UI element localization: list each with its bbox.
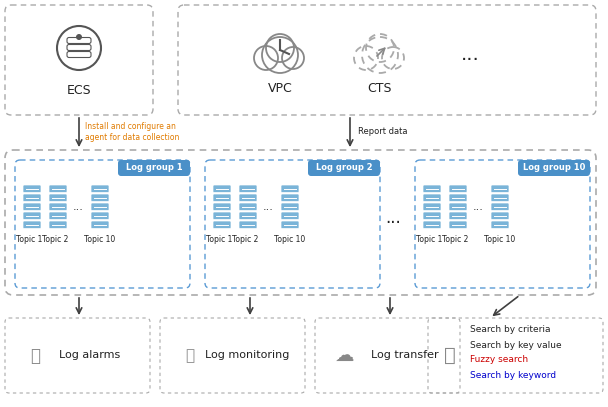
Text: Topic 2: Topic 2 (232, 236, 258, 245)
FancyBboxPatch shape (423, 185, 441, 193)
FancyBboxPatch shape (91, 203, 109, 210)
Text: ...: ... (461, 46, 479, 64)
Text: 🔍: 🔍 (444, 346, 456, 365)
FancyBboxPatch shape (281, 194, 299, 201)
Text: Install and configure an
agent for data collection: Install and configure an agent for data … (85, 122, 179, 142)
FancyBboxPatch shape (491, 185, 509, 193)
FancyBboxPatch shape (91, 194, 109, 201)
Circle shape (258, 34, 302, 78)
Text: Topic 10: Topic 10 (85, 236, 116, 245)
FancyBboxPatch shape (281, 203, 299, 210)
FancyBboxPatch shape (423, 212, 441, 219)
Text: Log group 1: Log group 1 (126, 164, 182, 173)
FancyBboxPatch shape (49, 212, 67, 219)
FancyBboxPatch shape (239, 185, 257, 193)
Circle shape (76, 34, 82, 40)
Text: Topic 1: Topic 1 (416, 236, 442, 245)
FancyBboxPatch shape (491, 203, 509, 210)
FancyBboxPatch shape (518, 160, 590, 176)
Text: ...: ... (472, 202, 483, 212)
FancyBboxPatch shape (449, 194, 467, 201)
FancyBboxPatch shape (281, 185, 299, 193)
FancyBboxPatch shape (213, 221, 231, 228)
FancyBboxPatch shape (49, 185, 67, 193)
FancyBboxPatch shape (239, 221, 257, 228)
FancyBboxPatch shape (213, 194, 231, 201)
FancyBboxPatch shape (49, 194, 67, 201)
Text: ☁: ☁ (335, 346, 354, 365)
Text: Topic 1: Topic 1 (206, 236, 232, 245)
FancyBboxPatch shape (449, 212, 467, 219)
FancyBboxPatch shape (23, 194, 41, 201)
FancyBboxPatch shape (91, 221, 109, 228)
FancyBboxPatch shape (213, 185, 231, 193)
Text: ...: ... (72, 202, 83, 212)
FancyBboxPatch shape (423, 194, 441, 201)
Text: Log group 10: Log group 10 (523, 164, 585, 173)
Text: Fuzzy search: Fuzzy search (470, 355, 528, 365)
Text: ...: ... (385, 209, 401, 227)
FancyBboxPatch shape (91, 212, 109, 219)
Text: 🔊: 🔊 (30, 346, 40, 365)
Text: Log monitoring: Log monitoring (205, 350, 289, 361)
FancyBboxPatch shape (239, 203, 257, 210)
FancyBboxPatch shape (23, 221, 41, 228)
FancyBboxPatch shape (491, 194, 509, 201)
Text: Search by key value: Search by key value (470, 341, 562, 350)
FancyBboxPatch shape (423, 221, 441, 228)
FancyBboxPatch shape (239, 212, 257, 219)
FancyBboxPatch shape (281, 221, 299, 228)
FancyBboxPatch shape (239, 194, 257, 201)
FancyBboxPatch shape (118, 160, 190, 176)
FancyBboxPatch shape (449, 203, 467, 210)
Text: CTS: CTS (368, 81, 392, 94)
Text: Log group 2: Log group 2 (316, 164, 372, 173)
Text: ECS: ECS (67, 83, 91, 96)
FancyBboxPatch shape (213, 203, 231, 210)
FancyBboxPatch shape (23, 212, 41, 219)
Text: Topic 10: Topic 10 (485, 236, 516, 245)
FancyBboxPatch shape (49, 203, 67, 210)
FancyBboxPatch shape (91, 185, 109, 193)
FancyBboxPatch shape (423, 203, 441, 210)
Text: Report data: Report data (358, 127, 407, 136)
Text: VPC: VPC (268, 81, 292, 94)
FancyBboxPatch shape (449, 185, 467, 193)
FancyBboxPatch shape (213, 212, 231, 219)
Text: Topic 2: Topic 2 (442, 236, 468, 245)
Text: Topic 10: Topic 10 (274, 236, 306, 245)
Text: 📈: 📈 (185, 348, 195, 363)
FancyBboxPatch shape (281, 212, 299, 219)
FancyBboxPatch shape (23, 203, 41, 210)
FancyBboxPatch shape (49, 221, 67, 228)
FancyBboxPatch shape (23, 185, 41, 193)
Text: Topic 1: Topic 1 (16, 236, 42, 245)
FancyBboxPatch shape (491, 212, 509, 219)
Text: Search by keyword: Search by keyword (470, 370, 556, 379)
FancyBboxPatch shape (491, 221, 509, 228)
Text: Topic 2: Topic 2 (42, 236, 68, 245)
Text: Log alarms: Log alarms (60, 350, 120, 361)
FancyBboxPatch shape (308, 160, 380, 176)
Circle shape (358, 34, 402, 78)
Text: Log transfer: Log transfer (371, 350, 439, 361)
FancyBboxPatch shape (449, 221, 467, 228)
Text: ...: ... (263, 202, 274, 212)
Text: Search by criteria: Search by criteria (470, 326, 550, 335)
